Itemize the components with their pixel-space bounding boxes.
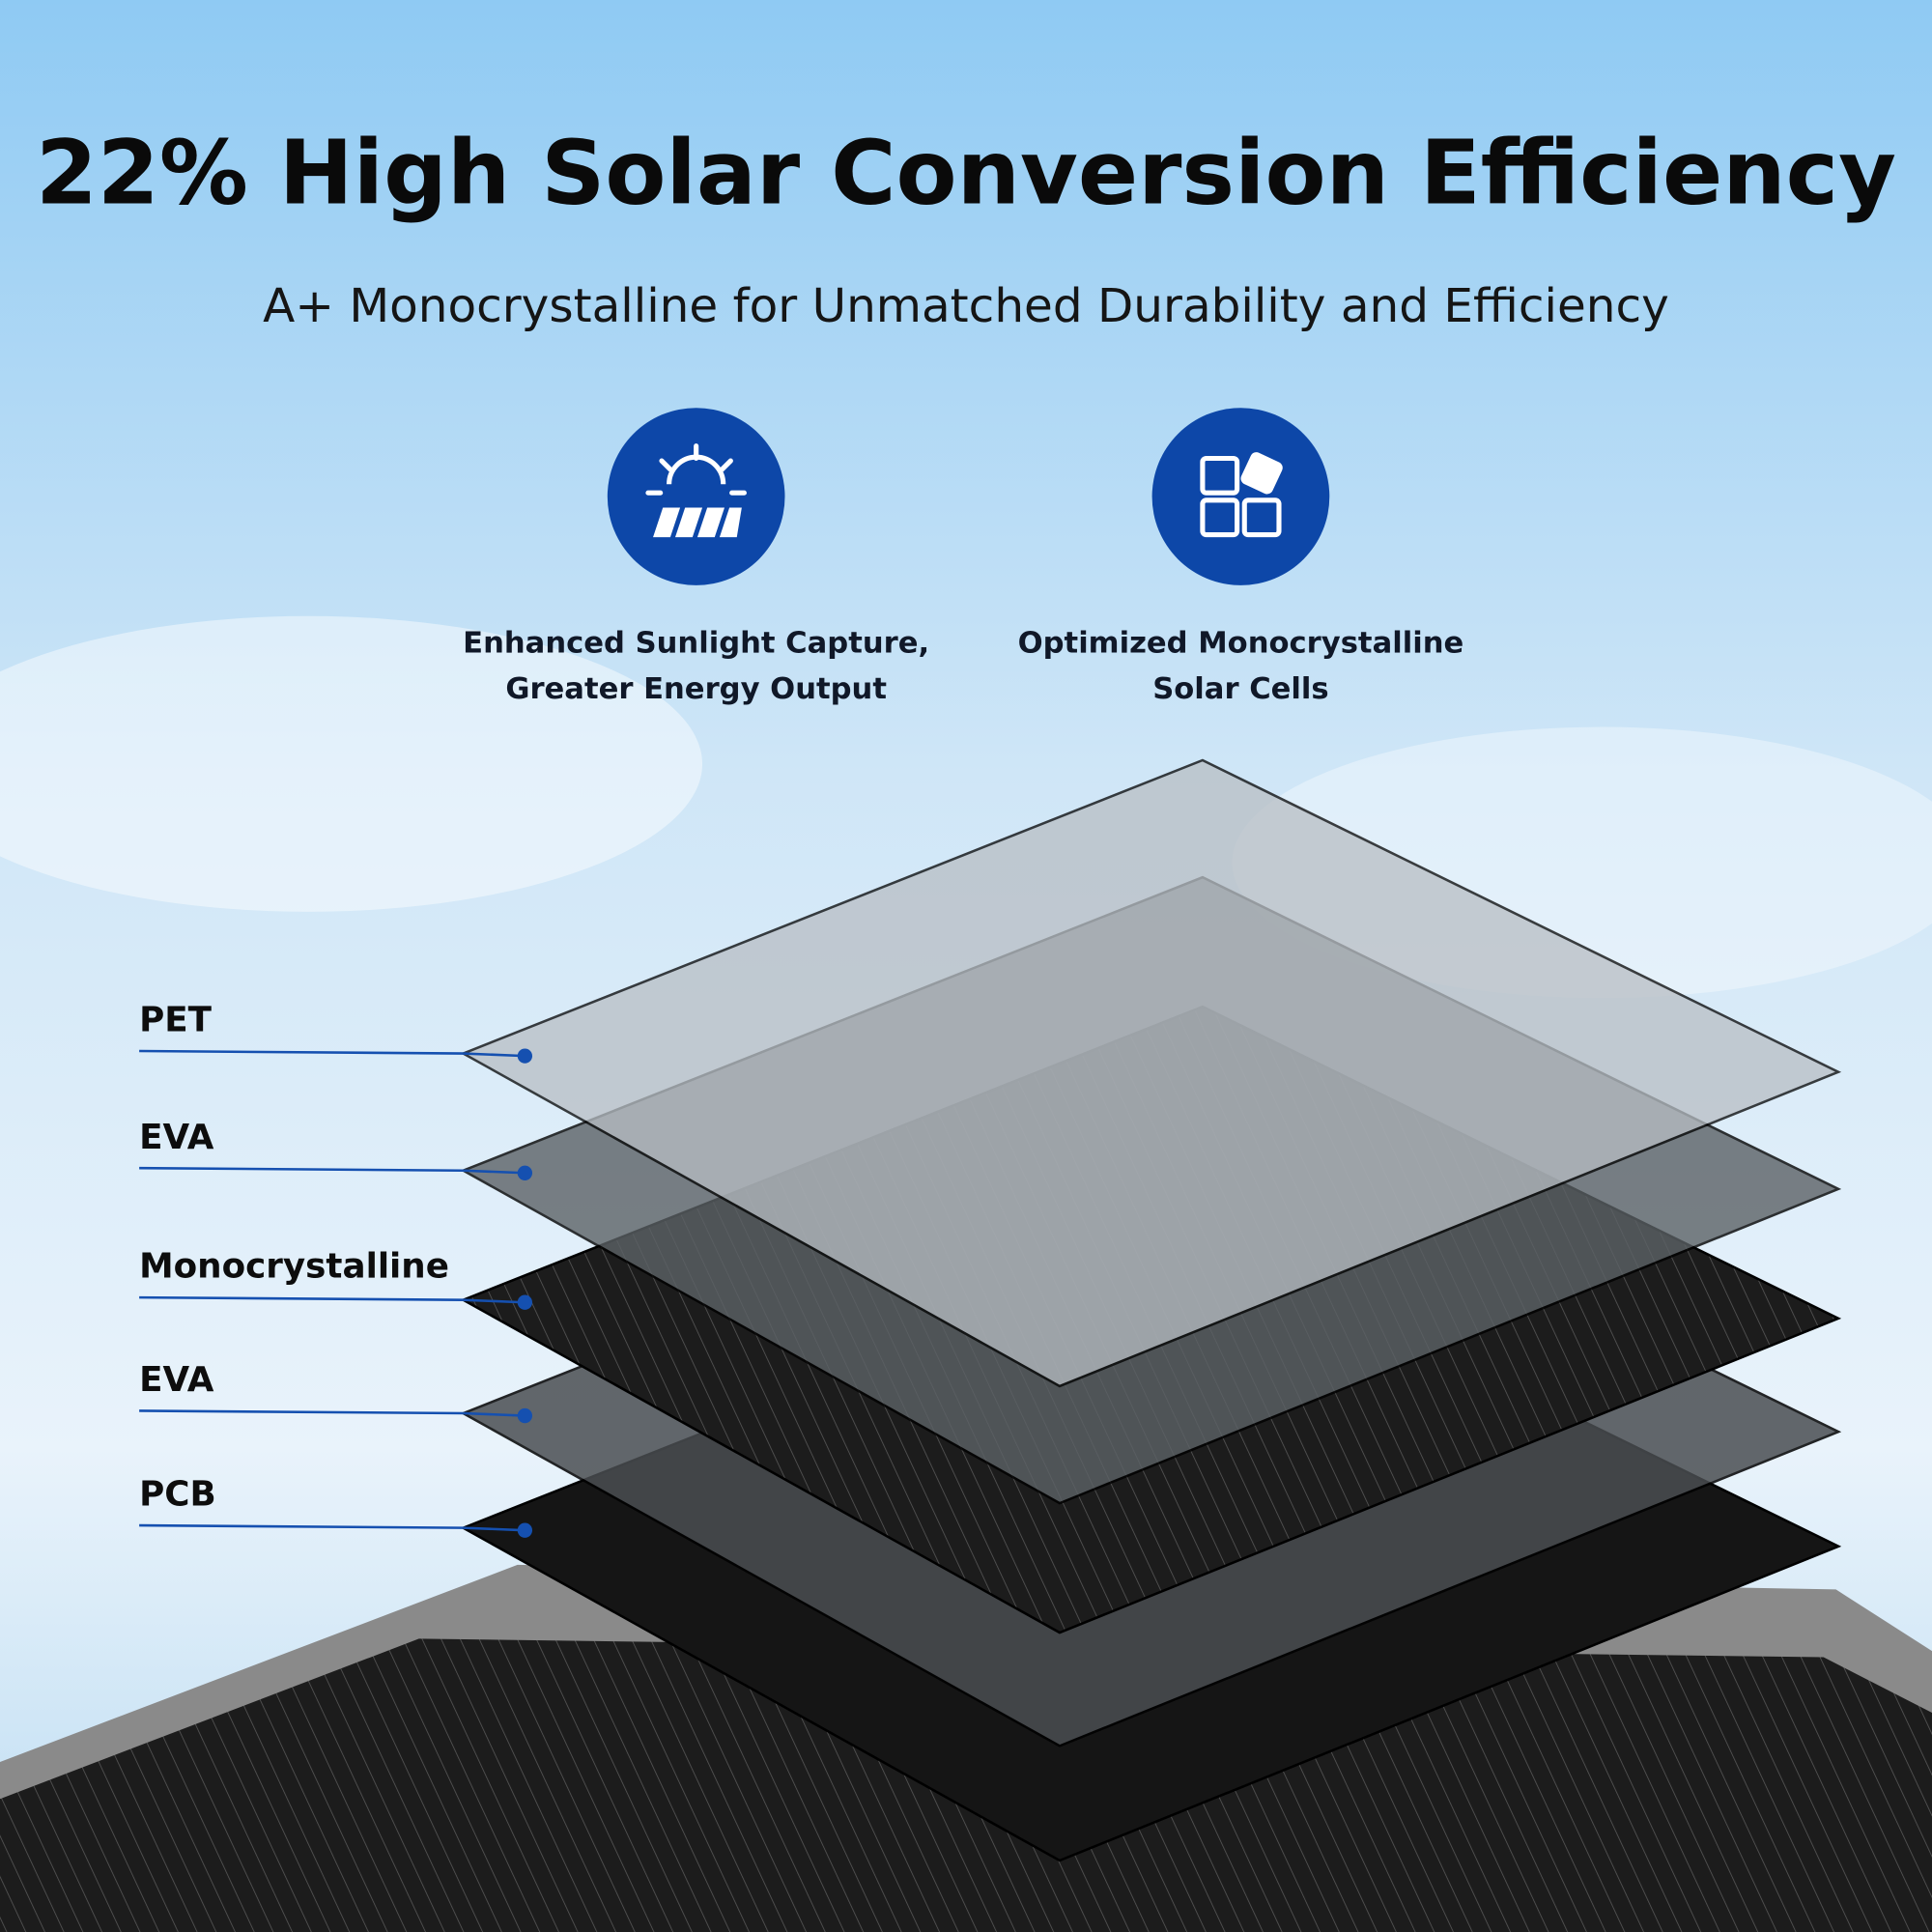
layer-label: PET [139, 1001, 213, 1040]
layer-label: Monocrystalline [139, 1247, 449, 1287]
leader-line [463, 1169, 526, 1175]
leader-dot [517, 1048, 533, 1064]
icon-sunlight [607, 408, 785, 585]
subtitle: A+ Monocrystalline for Unmatched Durabil… [263, 279, 1669, 333]
layer-labels: PET EVA Monocrystalline EVA PCB [139, 1001, 533, 1538]
layer-label: EVA [139, 1118, 214, 1157]
leader-dot [517, 1522, 533, 1538]
leader-line [463, 1411, 526, 1417]
leader-line [139, 1409, 464, 1415]
leader-line [463, 1052, 526, 1058]
leader-line [139, 1166, 464, 1173]
cloud [0, 615, 702, 912]
icon-cells [1151, 408, 1330, 585]
leader-dot [517, 1407, 533, 1424]
leader-line [463, 1526, 526, 1532]
leader-dot [517, 1294, 533, 1310]
leader-line [139, 1523, 464, 1529]
feature-caption: Optimized Monocrystalline [1018, 627, 1464, 661]
feature-caption: Greater Energy Output [505, 672, 887, 706]
layer-sheet [460, 758, 1842, 1388]
title: 22% High Solar Conversion Efficiency [36, 121, 1896, 224]
leader-line [139, 1295, 464, 1301]
leader-line [139, 1049, 464, 1055]
layer-label: PCB [139, 1475, 216, 1515]
feature-caption: Solar Cells [1152, 672, 1328, 706]
leader-line [463, 1298, 526, 1304]
layer-stack [460, 758, 1842, 1862]
leader-dot [517, 1165, 533, 1180]
layer-label: EVA [139, 1360, 214, 1400]
feature-caption: Enhanced Sunlight Capture, [463, 627, 929, 661]
